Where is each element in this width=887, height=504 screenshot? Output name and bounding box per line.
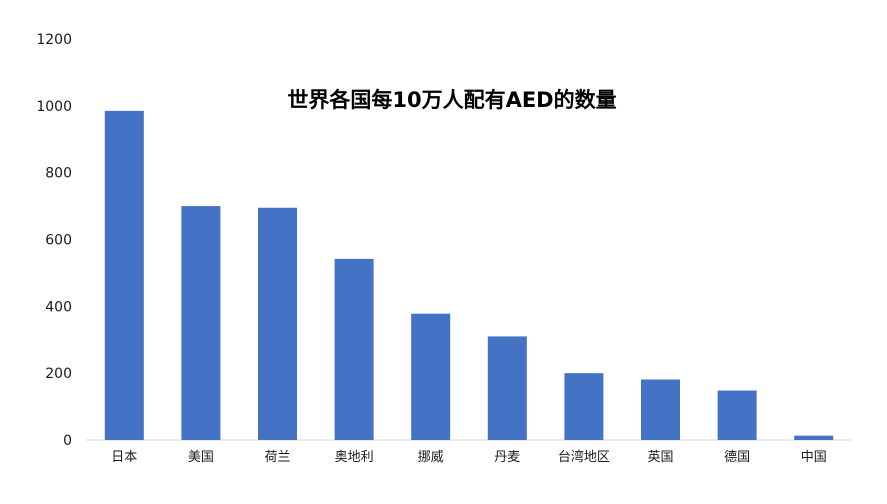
x-category-label-5: 挪威: [418, 450, 444, 465]
bar-10: [794, 435, 834, 440]
x-category-label-9: 德国: [724, 450, 750, 465]
y-tick-label-0: 0: [63, 433, 72, 449]
y-tick-label-800: 800: [45, 166, 72, 182]
y-tick-label-1000: 1000: [36, 99, 72, 115]
y-tick-label-200: 200: [45, 366, 72, 382]
x-category-label-3: 荷兰: [264, 450, 290, 465]
bar-3: [258, 207, 297, 440]
x-axis-category-labels: 日本 美国 荷兰 奥地利 挪威 丹麦 台湾地区 英国 德国 中国: [111, 449, 826, 465]
x-category-label-7: 台湾地区: [558, 449, 610, 465]
x-category-label-8: 英国: [647, 450, 673, 465]
x-category-label-2: 美国: [188, 450, 214, 465]
chart-title: 世界各国每10万人配有AED的数量: [287, 88, 616, 112]
y-tick-label-1200: 1200: [36, 32, 72, 48]
x-category-label-1: 日本: [111, 450, 137, 465]
bar-5: [411, 313, 451, 440]
y-tick-label-400: 400: [45, 299, 72, 315]
bars: [104, 110, 834, 440]
x-category-label-10: 中国: [801, 450, 827, 465]
y-tick-label-600: 600: [45, 233, 72, 249]
bar-6: [487, 336, 527, 440]
bar-2: [181, 206, 221, 440]
y-axis-tick-labels: 0 200 400 600 800 1000 1200: [36, 32, 72, 449]
bar-1: [104, 110, 144, 440]
bar-8: [641, 379, 680, 440]
bar-9: [717, 390, 757, 440]
bar-4: [334, 258, 374, 440]
bar-7: [564, 373, 604, 440]
x-category-label-4: 奥地利: [335, 450, 374, 465]
x-category-label-6: 丹麦: [494, 450, 520, 465]
